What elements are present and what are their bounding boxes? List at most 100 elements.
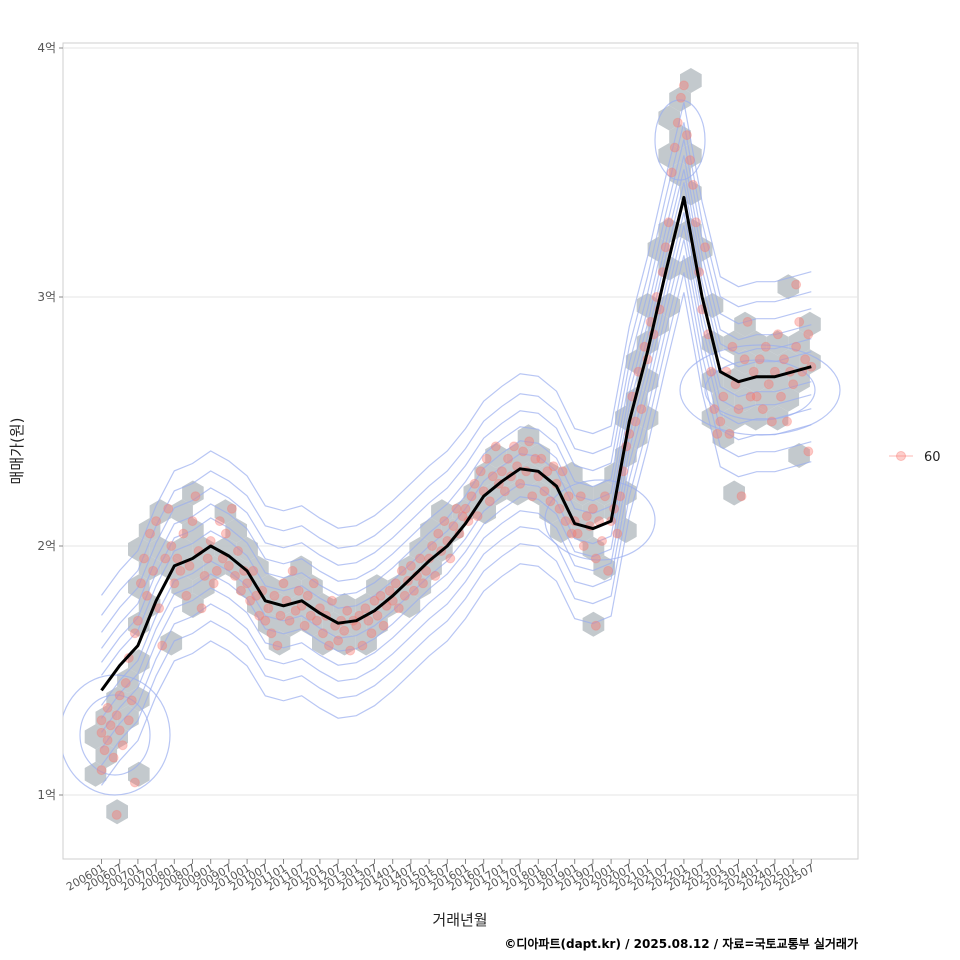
data-point xyxy=(727,341,738,352)
data-point xyxy=(384,585,395,596)
trend-line xyxy=(100,195,812,692)
data-point xyxy=(102,735,113,746)
hexbin-cell xyxy=(182,480,204,506)
data-point xyxy=(333,635,344,646)
hexbin-cell xyxy=(301,574,323,600)
hexbin-cell xyxy=(84,761,107,787)
data-point xyxy=(129,628,140,639)
hexbin-cell xyxy=(777,386,800,412)
data-point xyxy=(399,590,410,601)
hexbin-cell xyxy=(647,236,670,262)
data-point xyxy=(396,565,407,576)
y-tick-label: 4억 xyxy=(37,41,56,55)
density-contour xyxy=(63,674,171,796)
hexbin-cell xyxy=(734,311,756,337)
data-point xyxy=(712,428,723,439)
data-point xyxy=(700,242,711,253)
data-point xyxy=(672,117,683,128)
data-point xyxy=(469,478,480,489)
y-axis-title: 매매가(원) xyxy=(8,418,26,485)
data-point xyxy=(266,628,277,639)
data-point xyxy=(311,615,322,626)
data-point xyxy=(378,620,389,631)
hexbin-cell xyxy=(106,799,128,825)
data-point xyxy=(178,528,189,539)
data-point xyxy=(803,329,814,340)
hexbin-cell xyxy=(485,480,507,506)
data-point xyxy=(166,541,177,551)
hexbin-cell xyxy=(290,593,312,618)
data-point xyxy=(484,496,495,507)
hexbin-cell xyxy=(723,330,745,356)
data-point xyxy=(542,466,553,477)
data-point xyxy=(418,578,428,589)
density-contour xyxy=(101,255,812,749)
data-point xyxy=(518,446,529,457)
data-point xyxy=(496,466,507,477)
hexbin-cell xyxy=(680,68,702,93)
data-point xyxy=(675,92,686,103)
hexbin-cell xyxy=(236,536,258,562)
data-point xyxy=(451,503,462,514)
data-point xyxy=(372,610,383,621)
hexbin-cell xyxy=(117,705,139,731)
y-tick-label: 3억 xyxy=(37,290,56,304)
hexbin-cell xyxy=(593,480,616,506)
hexbin-cell xyxy=(625,386,648,412)
data-point xyxy=(763,379,774,390)
data-point xyxy=(776,391,786,402)
data-point xyxy=(600,491,610,502)
data-point xyxy=(226,503,237,514)
legend-key-point xyxy=(896,451,906,461)
data-point xyxy=(375,590,386,601)
data-point xyxy=(169,578,180,589)
data-point xyxy=(560,516,571,527)
hexbin-cell xyxy=(669,86,691,112)
density-contour xyxy=(101,102,812,596)
data-point xyxy=(709,404,720,415)
hexbin-cell xyxy=(279,574,302,600)
data-point xyxy=(363,615,374,626)
data-point xyxy=(275,610,286,621)
data-point xyxy=(245,595,256,606)
y-tick-label: 1억 xyxy=(37,788,56,802)
hexbin-cell xyxy=(149,499,172,525)
data-point xyxy=(408,585,419,596)
data-point xyxy=(791,341,802,352)
hexbin-cell xyxy=(745,368,767,393)
hexbin-cell xyxy=(225,555,247,581)
data-point xyxy=(691,217,701,228)
data-point xyxy=(208,578,219,589)
data-point xyxy=(308,578,319,589)
data-point xyxy=(184,560,195,571)
hexbin-cell xyxy=(409,536,432,562)
hexbin-cell xyxy=(138,593,161,618)
data-point xyxy=(612,528,623,539)
data-point xyxy=(445,553,456,564)
data-point xyxy=(305,610,316,621)
hexbin-cell xyxy=(582,499,605,525)
hexbin-cell xyxy=(723,480,745,506)
data-point xyxy=(139,553,149,564)
data-point xyxy=(263,603,274,614)
data-point xyxy=(135,578,146,589)
density-contour xyxy=(101,139,812,633)
data-point xyxy=(472,511,483,522)
data-point xyxy=(663,217,674,228)
hexbin-cell xyxy=(506,480,529,506)
data-point xyxy=(293,585,304,596)
y-axis-ticks: 1억 2억 3억 4억 xyxy=(37,41,63,802)
hexbin-cell xyxy=(593,555,616,581)
data-point xyxy=(757,404,768,415)
data-point xyxy=(357,640,368,651)
data-point xyxy=(99,745,110,756)
data-point xyxy=(142,590,152,601)
hexbin-cell xyxy=(745,405,767,431)
data-point xyxy=(739,354,750,365)
data-point xyxy=(575,491,586,502)
data-point xyxy=(681,130,692,141)
data-point xyxy=(342,605,353,616)
data-point xyxy=(736,491,747,502)
x-axis-ticks: 2006012006072007012007072008012008072009… xyxy=(64,859,817,894)
data-point xyxy=(242,578,253,589)
